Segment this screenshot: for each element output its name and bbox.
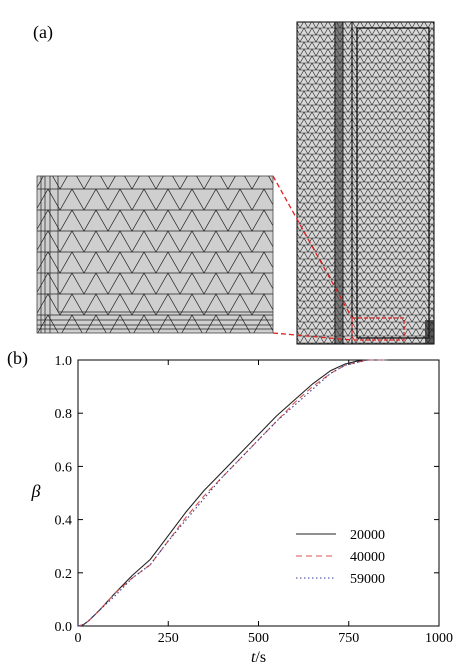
x-axis-label: t/s [251, 649, 266, 666]
series-line-40000 [77, 359, 389, 627]
series-line-59000 [77, 359, 389, 627]
legend-label-40000: 40000 [350, 550, 385, 565]
zoom-connector-lines [272, 175, 353, 341]
x-tick-label: 250 [158, 631, 179, 646]
y-tick-label: 0.6 [55, 460, 73, 475]
y-tick-label: 0.0 [55, 620, 73, 635]
series-line-20000 [77, 359, 389, 627]
y-tick-label: 0.2 [55, 567, 73, 582]
legend-label-20000: 20000 [350, 528, 385, 543]
y-tick-label: 0.4 [55, 514, 73, 529]
x-tick-label: 0 [75, 631, 82, 646]
panel-b-label: (b) [7, 348, 28, 368]
y-axis-label: β [31, 481, 41, 501]
mesh-full-domain [296, 21, 435, 345]
panel-a-label: (a) [33, 22, 53, 42]
mesh-zoom-inset [36, 175, 274, 334]
x-tick-label: 500 [248, 631, 269, 646]
y-tick-label: 0.8 [55, 407, 73, 422]
x-tick-label: 750 [338, 631, 359, 646]
y-tick-label: 1.0 [55, 354, 73, 369]
x-tick-label: 1000 [425, 631, 453, 646]
legend-label-59000: 59000 [350, 572, 385, 587]
plot-area: 0 250 500 750 1000 0.0 0.2 0.4 0.6 0.8 1.0 t/s β 2000… [31, 354, 453, 666]
